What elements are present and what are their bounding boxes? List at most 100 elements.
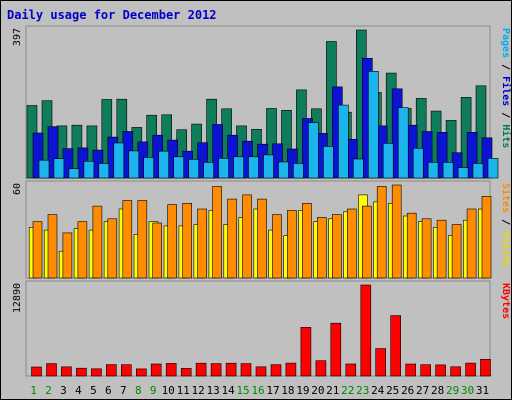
bar-kbytes-day-10	[165, 363, 177, 377]
bar-pages-day-10	[173, 156, 184, 179]
day-label-2: 2	[45, 384, 52, 397]
bar-kbytes-day-29	[450, 366, 461, 377]
bar-kbytes-day-15	[240, 363, 252, 377]
bar-pages-day-6	[113, 142, 125, 179]
bar-kbytes-day-13	[210, 363, 222, 377]
bar-sites-day-6	[107, 218, 118, 279]
bar-sites-day-30	[466, 208, 477, 279]
bar-kbytes-day-1	[31, 366, 42, 377]
bar-files-day-31	[481, 137, 493, 179]
bar-sites-day-12	[197, 208, 207, 279]
bar-sites-day-13	[212, 186, 222, 279]
chart-title: Daily usage for December 2012	[7, 8, 217, 22]
bar-pages-day-12	[203, 162, 214, 179]
bar-kbytes-day-7	[121, 364, 132, 377]
bar-pages-day-15	[248, 156, 259, 179]
bar-pages-day-30	[472, 163, 484, 179]
legend-label-middle: Sites / Visits	[500, 183, 511, 267]
bar-kbytes-day-12	[195, 362, 207, 377]
day-label-1: 1	[30, 384, 37, 397]
bar-sites-day-11	[182, 203, 192, 279]
day-label-6: 6	[105, 384, 112, 397]
day-label-4: 4	[75, 384, 82, 397]
bar-sites-day-27	[421, 218, 432, 279]
bar-files-day-13	[212, 124, 223, 179]
day-label-3: 3	[60, 384, 67, 397]
bar-sites-day-4	[77, 221, 88, 279]
bar-sites-day-2	[47, 214, 58, 279]
legend-part-top-4: Hits	[500, 124, 511, 148]
bar-sites-day-23	[361, 205, 372, 279]
bar-kbytes-day-27	[420, 364, 432, 377]
plot-area-bottom	[25, 280, 491, 377]
bar-kbytes-day-3	[61, 366, 72, 377]
bar-pages-day-14	[233, 156, 244, 179]
bar-pages-day-5	[98, 163, 110, 179]
bar-pages-day-29	[457, 167, 469, 179]
legend-part-top-1: /	[500, 58, 511, 76]
bar-kbytes-day-18	[285, 362, 297, 377]
bar-pages-day-3	[68, 168, 80, 179]
day-label-8: 8	[135, 384, 142, 397]
bar-pages-day-31	[487, 158, 499, 179]
bar-pages-day-21	[337, 104, 349, 179]
bar-sites-day-24	[376, 186, 387, 279]
bar-sites-day-10	[167, 204, 177, 279]
day-label-24: 24	[371, 384, 385, 397]
bar-sites-day-31	[481, 196, 492, 279]
bar-kbytes-day-26	[405, 363, 417, 377]
bar-pages-day-16	[263, 154, 274, 179]
bar-pages-day-20	[323, 146, 334, 179]
bar-sites-day-26	[406, 212, 417, 279]
bar-sites-day-7	[122, 200, 133, 279]
bar-sites-day-21	[331, 214, 342, 279]
day-label-11: 11	[177, 384, 190, 397]
day-label-23: 23	[356, 384, 369, 397]
bar-pages-day-13	[218, 158, 229, 179]
bar-files-day-2	[47, 126, 59, 179]
bar-pages-day-22	[352, 158, 364, 179]
bar-pages-day-17	[278, 161, 289, 179]
bar-files-day-28	[436, 132, 448, 179]
legend-part-top-0: Pages	[500, 28, 511, 58]
bar-pages-day-23	[367, 71, 379, 179]
max-value-label-middle: 60	[12, 183, 23, 195]
bar-sites-day-5	[92, 205, 103, 279]
bar-kbytes-day-5	[91, 368, 102, 377]
bar-sites-day-14	[227, 198, 237, 279]
bar-pages-day-1	[38, 159, 50, 179]
bar-kbytes-day-8	[136, 368, 147, 377]
bar-pages-day-8	[143, 157, 154, 179]
day-label-25: 25	[386, 384, 399, 397]
bar-pages-day-11	[188, 159, 199, 179]
bar-sites-day-28	[436, 219, 447, 279]
bar-pages-day-28	[442, 162, 454, 179]
bar-kbytes-day-2	[46, 363, 57, 377]
day-label-12: 12	[191, 384, 204, 397]
legend-label-bottom: KBytes	[500, 283, 511, 319]
day-label-7: 7	[120, 384, 127, 397]
bar-kbytes-day-11	[180, 368, 192, 377]
day-label-14: 14	[221, 384, 235, 397]
bar-kbytes-day-16	[255, 366, 267, 377]
day-label-27: 27	[416, 384, 429, 397]
bar-files-day-30	[466, 132, 478, 179]
bar-files-day-1	[32, 132, 44, 179]
bar-sites-day-1	[32, 221, 43, 279]
bar-pages-day-19	[308, 122, 319, 179]
bar-pages-day-25	[397, 107, 409, 179]
bar-kbytes-day-23	[360, 284, 372, 377]
legend-part-middle-2: Visits	[500, 231, 511, 267]
bar-kbytes-day-9	[150, 363, 162, 377]
bar-sites-day-15	[242, 194, 252, 279]
day-label-22: 22	[341, 384, 354, 397]
day-label-29: 29	[446, 384, 459, 397]
day-label-5: 5	[90, 384, 97, 397]
day-label-19: 19	[296, 384, 309, 397]
day-label-31: 31	[476, 384, 489, 397]
day-label-26: 26	[401, 384, 414, 397]
day-label-20: 20	[311, 384, 324, 397]
chart-panel-bottom: 12890 KBytes	[12, 280, 511, 377]
bar-sites-day-8	[137, 200, 148, 279]
